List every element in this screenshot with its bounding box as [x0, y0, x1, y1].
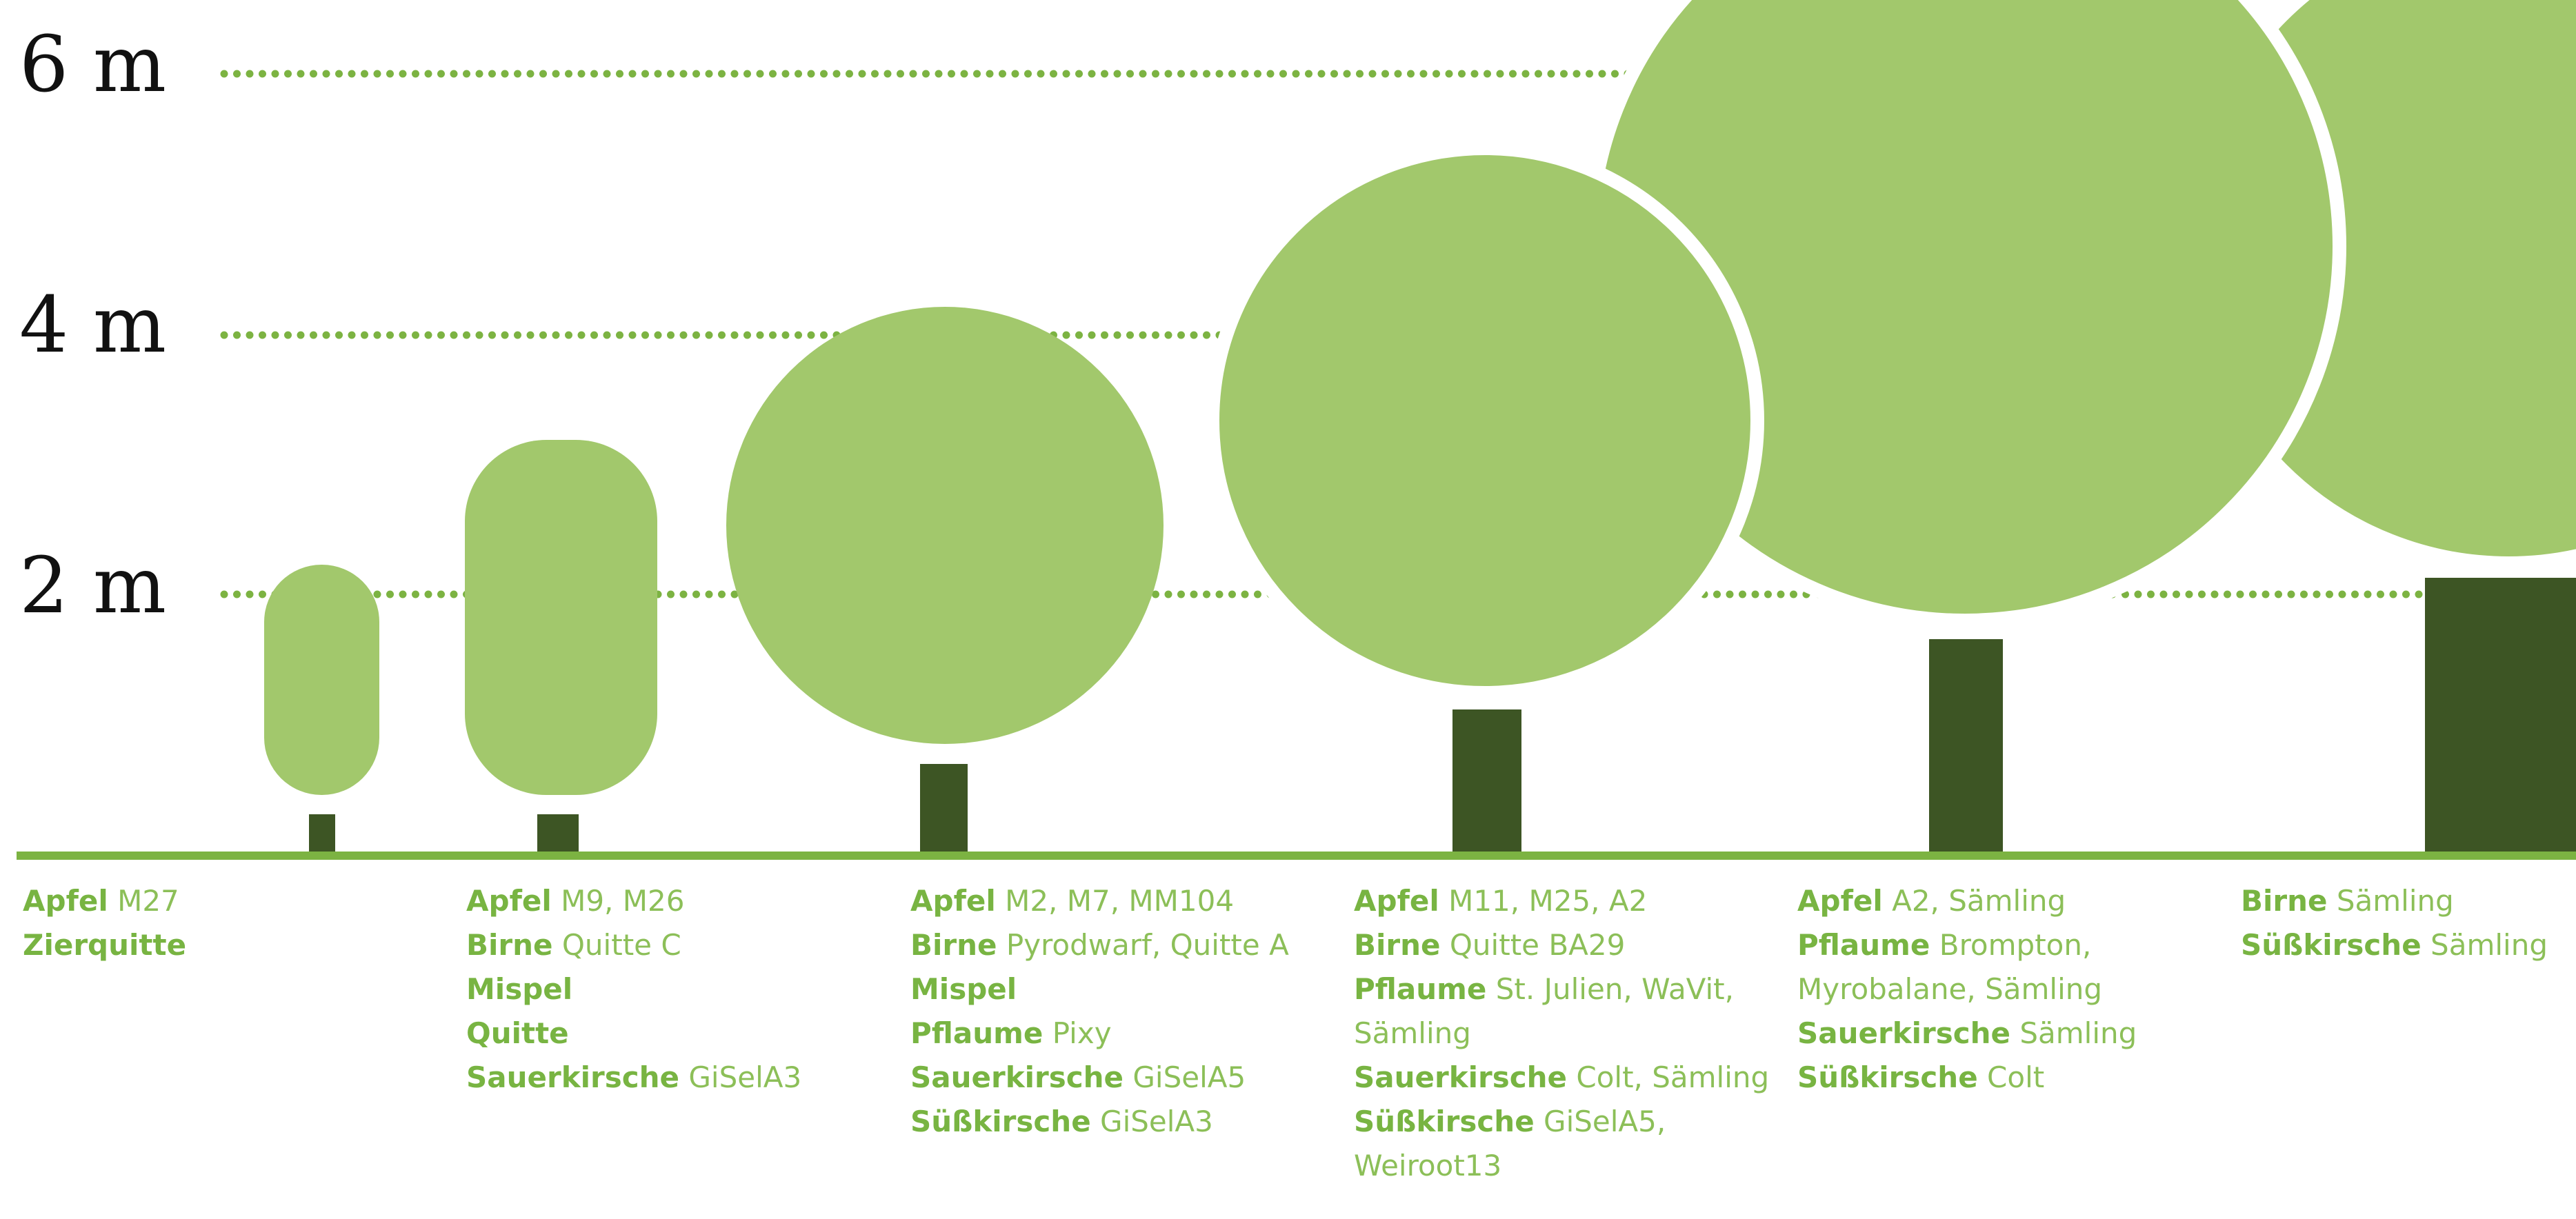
rootstock: Sämling	[2019, 1016, 2137, 1050]
crown	[465, 440, 657, 795]
rootstock: M27	[117, 884, 179, 918]
height-label: 6 m	[19, 20, 166, 110]
crown	[1212, 148, 1757, 693]
fruit: Sauerkirsche	[1797, 1016, 2010, 1050]
crowns	[264, 0, 2576, 795]
fruit: Zierquitte	[23, 928, 186, 962]
rootstock: Quitte C	[562, 928, 681, 962]
entry: Süßkirsche GiSelA5, Weiroot13	[1354, 1100, 1775, 1188]
fruit: Süßkirsche	[910, 1105, 1091, 1138]
fruit: Birne	[1354, 928, 1441, 962]
fruit: Pflaume	[910, 1016, 1043, 1050]
height-label: 4 m	[19, 281, 166, 370]
entry: Apfel M2, M7, MM104	[910, 879, 1331, 923]
fruit: Birne	[910, 928, 997, 962]
trunk	[309, 814, 335, 856]
fruit: Birne	[2241, 884, 2328, 918]
height-label: 2 m	[19, 541, 166, 631]
trunk	[537, 814, 579, 856]
fruit: Quitte	[466, 1016, 569, 1050]
entry: Pflaume St. Julien, WaVit, Sämling	[1354, 967, 1775, 1056]
entry: Süßkirsche GiSelA3	[910, 1100, 1331, 1144]
rootstock: Pyrodwarf, Quitte A	[1006, 928, 1289, 962]
entry: Sauerkirsche Colt, Sämling	[1354, 1056, 1775, 1100]
entry: Apfel M11, M25, A2	[1354, 879, 1775, 923]
fruit: Mispel	[466, 972, 572, 1006]
crown	[264, 565, 379, 795]
fruit: Apfel	[1354, 884, 1439, 918]
rootstock: GiSelA3	[1100, 1105, 1213, 1138]
entry: Sauerkirsche GiSelA3	[466, 1056, 887, 1100]
entry: Birne Quitte BA29	[1354, 923, 1775, 967]
fruit: Apfel	[1797, 884, 1883, 918]
rootstock: GiSelA3	[688, 1060, 801, 1094]
fruit: Pflaume	[1354, 972, 1486, 1006]
fruit: Süßkirsche	[2241, 928, 2422, 962]
fruit: Pflaume	[1797, 928, 1930, 962]
entry: Sauerkirsche Sämling	[1797, 1011, 2218, 1056]
fruit: Sauerkirsche	[1354, 1060, 1567, 1094]
entry: Mispel	[466, 967, 887, 1011]
fruit: Apfel	[23, 884, 108, 918]
rootstock: GiSelA5	[1132, 1060, 1246, 1094]
entry: Birne Pyrodwarf, Quitte A	[910, 923, 1331, 967]
rootstock: Sämling	[2430, 928, 2548, 962]
entry: Zierquitte	[23, 923, 443, 967]
rootstock: Sämling	[2337, 884, 2454, 918]
fruit: Sauerkirsche	[910, 1060, 1124, 1094]
entry: Apfel M9, M26	[466, 879, 887, 923]
rootstock: Quitte BA29	[1450, 928, 1625, 962]
entry: Süßkirsche Colt	[1797, 1056, 2218, 1100]
trunk	[1929, 639, 2003, 856]
entry: Pflaume Brompton, Myrobalane, Sämling	[1797, 923, 2218, 1011]
entry: Quitte	[466, 1011, 887, 1056]
column: Apfel M27 Zierquitte	[23, 879, 443, 967]
entry: Birne Sämling	[2241, 879, 2576, 923]
page: {"height_labels": ["6 m", "4 m", "2 m"],…	[0, 0, 2576, 1219]
rootstock: M11, M25, A2	[1448, 884, 1647, 918]
fruit: Mispel	[910, 972, 1017, 1006]
entry: Birne Quitte C	[466, 923, 887, 967]
rootstock: A2, Sämling	[1892, 884, 2066, 918]
rootstock: Colt	[1987, 1060, 2044, 1094]
rootstock: Pixy	[1052, 1016, 1112, 1050]
fruit: Sauerkirsche	[466, 1060, 679, 1094]
trunk	[920, 764, 968, 856]
fruit: Süßkirsche	[1797, 1060, 1978, 1094]
entry: Mispel	[910, 967, 1331, 1011]
trunk	[2425, 578, 2576, 856]
rootstock: Colt, Sämling	[1576, 1060, 1769, 1094]
entry: Sauerkirsche GiSelA5	[910, 1056, 1331, 1100]
rootstock: M2, M7, MM104	[1005, 884, 1234, 918]
entry: Pflaume Pixy	[910, 1011, 1331, 1056]
trunk	[1452, 709, 1521, 856]
fruit: Birne	[466, 928, 553, 962]
body: 6 m 4 m 2 m Apfel M27 Zierquitte Apfel M9,…	[0, 0, 2576, 1219]
crown	[726, 307, 1164, 744]
rootstock: M9, M26	[561, 884, 684, 918]
fruit: Apfel	[466, 884, 552, 918]
ground-line	[17, 852, 2576, 860]
fruit: Apfel	[910, 884, 996, 918]
entry: Apfel A2, Sämling	[1797, 879, 2218, 923]
fruit: Süßkirsche	[1354, 1105, 1535, 1138]
entry: Süßkirsche Sämling	[2241, 923, 2576, 967]
entry: Apfel M27	[23, 879, 443, 923]
